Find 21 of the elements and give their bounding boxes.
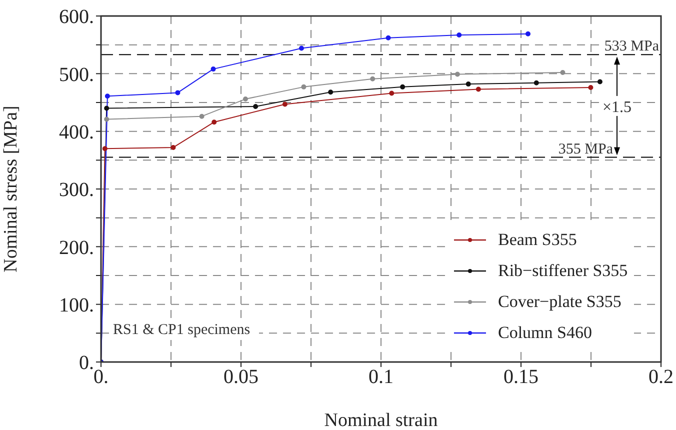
x-axis-title: Nominal strain (324, 410, 438, 430)
y-tick-label: 0. (79, 352, 94, 374)
legend-label: Beam S355 (498, 230, 577, 250)
legend-label: Cover−plate S355 (498, 292, 622, 312)
x-tick-label: 0. (94, 366, 108, 388)
legend-label: Rib−stiffener S355 (498, 260, 628, 280)
annotation: ×1.5 (602, 98, 632, 116)
x-tick-label: 0.05 (224, 366, 258, 388)
x-tick-label: 0.1 (368, 366, 394, 388)
ref-line-label: 355 MPa (558, 141, 614, 158)
x-tick-label: 0.15 (504, 366, 538, 388)
y-tick-label: 400. (59, 121, 94, 144)
y-tick-label: 200. (59, 236, 94, 259)
y-tick-label: 500. (59, 64, 94, 86)
annotation: RS1 & CP1 specimens (113, 322, 250, 338)
y-tick-label: 100. (59, 294, 94, 316)
y-tick-label: 300. (59, 179, 94, 202)
y-tick-label: 600. (59, 6, 94, 28)
x-tick-label: 0.2 (648, 366, 674, 388)
y-axis-title: Nominal stress [MPa] (0, 106, 22, 272)
legend-label: Column S460 (498, 322, 592, 342)
